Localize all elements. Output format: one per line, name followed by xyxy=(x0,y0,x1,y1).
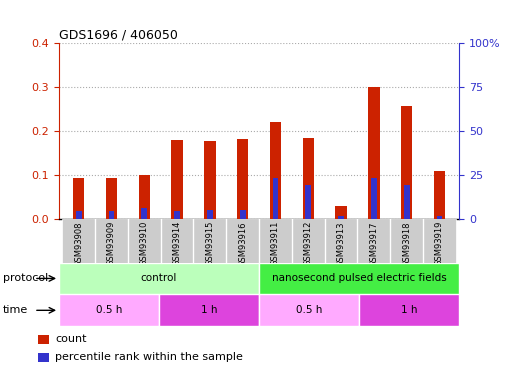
Bar xyxy=(161,219,193,262)
Bar xyxy=(59,262,259,294)
Text: GDS1696 / 406050: GDS1696 / 406050 xyxy=(59,29,178,42)
Bar xyxy=(259,262,459,294)
Bar xyxy=(336,206,347,219)
Bar xyxy=(171,140,183,219)
Bar xyxy=(109,211,114,219)
Text: GSM93908: GSM93908 xyxy=(74,221,83,267)
Bar xyxy=(204,141,215,219)
Bar xyxy=(437,216,442,219)
Text: GSM93912: GSM93912 xyxy=(304,221,313,267)
Bar xyxy=(390,219,423,262)
Bar xyxy=(368,87,380,219)
Bar xyxy=(76,211,82,219)
Text: GSM93916: GSM93916 xyxy=(238,221,247,267)
Text: GSM93915: GSM93915 xyxy=(205,221,214,267)
Text: percentile rank within the sample: percentile rank within the sample xyxy=(55,352,243,362)
Text: GSM93914: GSM93914 xyxy=(172,221,182,267)
Text: GSM93918: GSM93918 xyxy=(402,221,411,267)
Bar xyxy=(62,219,95,262)
Bar xyxy=(38,353,49,362)
Bar xyxy=(404,185,409,219)
Bar xyxy=(237,139,248,219)
Bar xyxy=(259,219,292,262)
Bar xyxy=(38,335,49,344)
Bar xyxy=(226,219,259,262)
Bar xyxy=(270,122,281,219)
Bar xyxy=(292,219,325,262)
Text: GSM93919: GSM93919 xyxy=(435,221,444,267)
Bar xyxy=(305,185,311,219)
Bar xyxy=(325,219,358,262)
Bar xyxy=(272,177,279,219)
Text: GSM93917: GSM93917 xyxy=(369,221,379,267)
Bar xyxy=(174,211,180,219)
Text: 0.5 h: 0.5 h xyxy=(96,305,122,315)
Bar xyxy=(141,209,147,219)
Text: GSM93913: GSM93913 xyxy=(337,221,346,267)
Bar xyxy=(106,177,117,219)
Bar xyxy=(59,294,159,326)
Bar xyxy=(128,219,161,262)
Text: 0.5 h: 0.5 h xyxy=(296,305,322,315)
Text: 1 h: 1 h xyxy=(401,305,418,315)
Text: nanosecond pulsed electric fields: nanosecond pulsed electric fields xyxy=(272,273,446,284)
Text: count: count xyxy=(55,334,87,344)
Text: protocol: protocol xyxy=(3,273,48,284)
Text: GSM93911: GSM93911 xyxy=(271,221,280,267)
Text: time: time xyxy=(3,305,28,315)
Bar xyxy=(433,171,445,219)
Bar xyxy=(95,219,128,262)
Bar xyxy=(259,294,359,326)
Bar xyxy=(371,177,377,219)
Bar xyxy=(207,210,213,219)
Bar xyxy=(358,219,390,262)
Text: 1 h: 1 h xyxy=(201,305,218,315)
Text: control: control xyxy=(141,273,177,284)
Bar xyxy=(303,138,314,219)
Bar xyxy=(240,210,246,219)
Bar xyxy=(401,106,412,219)
Bar xyxy=(338,216,344,219)
Bar xyxy=(159,294,259,326)
Bar xyxy=(139,176,150,219)
Text: GSM93910: GSM93910 xyxy=(140,221,149,267)
Bar xyxy=(193,219,226,262)
Bar xyxy=(359,294,459,326)
Bar xyxy=(73,177,85,219)
Text: GSM93909: GSM93909 xyxy=(107,221,116,267)
Bar xyxy=(423,219,456,262)
